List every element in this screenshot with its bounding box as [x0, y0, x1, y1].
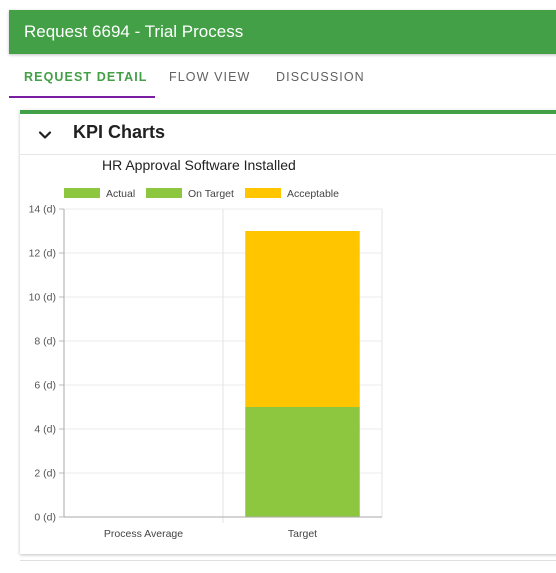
legend-swatch [146, 188, 182, 198]
y-tick-label: 8 (d) [34, 336, 56, 348]
legend-label: On Target [188, 188, 234, 200]
legend-swatch [245, 188, 281, 198]
kpi-chart: Actual On Target Acceptable 0 (d) 2 (d) 4 (d)… [29, 188, 383, 540]
active-tab-indicator [9, 96, 155, 98]
y-tick-label: 4 (d) [34, 424, 56, 436]
legend-label: Actual [106, 188, 135, 200]
tab-flow-view[interactable]: FLOW VIEW [169, 70, 251, 84]
page-title: Request 6694 - Trial Process [24, 22, 244, 41]
bar-segment [245, 407, 360, 517]
chevron-down-icon[interactable] [36, 126, 54, 144]
app-header: Request 6694 - Trial Process [9, 10, 556, 54]
bar-segment [245, 231, 360, 407]
legend-label: Acceptable [287, 188, 339, 200]
x-tick-label: Target [288, 528, 317, 540]
chart-title: HR Approval Software Installed [102, 157, 296, 173]
y-tick-label: 0 (d) [34, 512, 56, 524]
tab-request-detail[interactable]: REQUEST DETAIL [24, 70, 148, 84]
y-tick-label: 14 (d) [29, 204, 56, 216]
y-tick-label: 6 (d) [34, 380, 56, 392]
card-header[interactable]: KPI Charts [20, 114, 556, 155]
legend-swatch [64, 188, 100, 198]
divider [20, 560, 556, 561]
y-tick-label: 2 (d) [34, 468, 56, 480]
y-tick-label: 12 (d) [29, 248, 56, 260]
x-tick-label: Process Average [104, 528, 183, 540]
tab-bar: REQUEST DETAIL FLOW VIEW DISCUSSION [9, 56, 556, 98]
tab-discussion[interactable]: DISCUSSION [276, 70, 365, 84]
y-tick-label: 10 (d) [29, 292, 56, 304]
card-title: KPI Charts [73, 122, 166, 142]
kpi-charts-card: KPI Charts HR Approval Software Installe… [20, 110, 556, 554]
